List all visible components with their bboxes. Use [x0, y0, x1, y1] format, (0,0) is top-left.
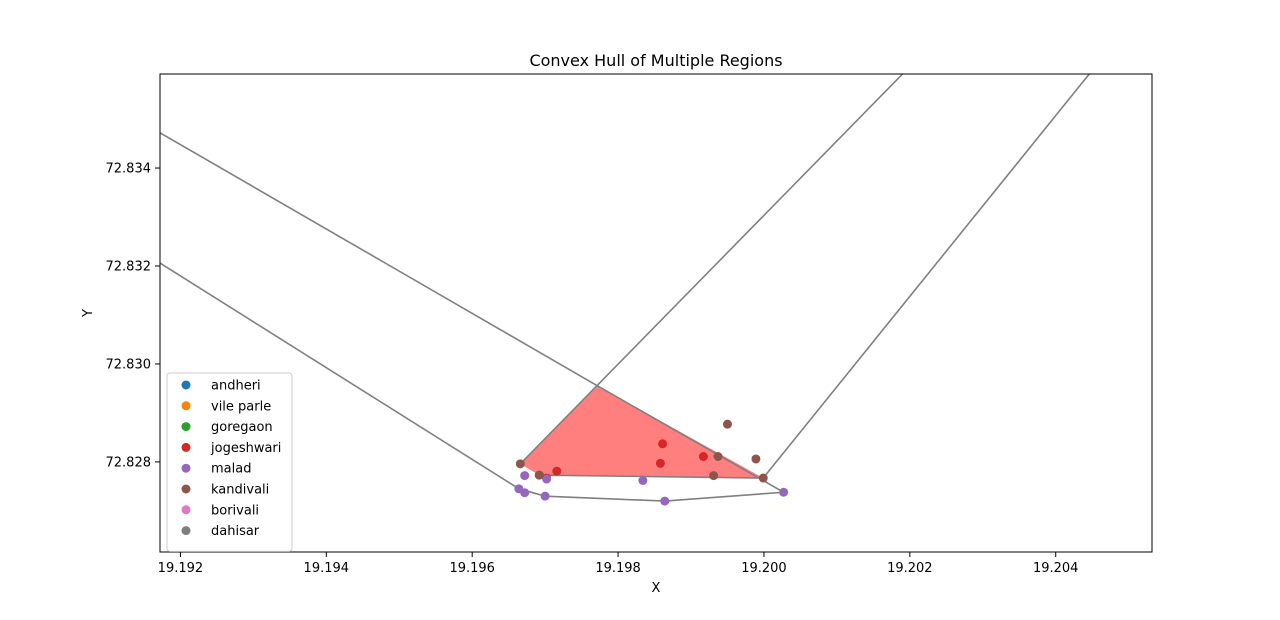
scatter-point-kandivali [534, 470, 544, 480]
y-axis-ticks: 72.828 72.830 72.832 72.834 [106, 162, 160, 470]
points-layer [514, 419, 789, 506]
hull-edge-line [597, 385, 785, 493]
scatter-point-kandivali [758, 473, 768, 483]
legend-entry-label: jogeshwari [210, 441, 281, 456]
y-tick-label: 72.830 [106, 357, 152, 372]
hull-edge-line [160, 262, 520, 490]
hull-edge-line [539, 474, 764, 479]
y-tick-label: 72.834 [106, 162, 152, 177]
legend-marker [181, 442, 191, 452]
scatter-point-jogeshwari [698, 451, 708, 461]
legend-entry-label: borivali [211, 503, 259, 518]
scatter-point-malad [540, 491, 550, 501]
y-tick-label: 72.828 [106, 455, 152, 470]
legend-entry-label: kandivali [211, 483, 269, 498]
legend-marker [181, 463, 191, 473]
legend-entry-label: andheri [211, 379, 261, 394]
scatter-point-jogeshwari [552, 466, 562, 476]
scatter-point-malad [638, 475, 648, 485]
x-axis-ticks: 19.192 19.194 19.196 19.198 19.200 19.202 19.2… [158, 552, 1079, 576]
legend-entry-label: malad [211, 462, 251, 477]
legend-entry-label: dahisar [211, 524, 260, 539]
legend: andheri vile parle goregaon jogeshwari malad… [166, 372, 293, 552]
scatter-point-malad [660, 496, 670, 506]
x-tick-label: 19.204 [1033, 561, 1079, 576]
legend-entry-label: vile parle [211, 399, 271, 414]
legend-marker [181, 505, 191, 515]
x-tick-label: 19.198 [595, 561, 641, 576]
x-axis-label: X [652, 581, 661, 596]
legend-marker [181, 401, 191, 411]
x-tick-label: 19.202 [887, 561, 933, 576]
x-tick-label: 19.192 [158, 561, 204, 576]
scatter-point-malad [542, 474, 552, 484]
y-axis-label: Y [81, 309, 96, 318]
hull-edge-line [762, 74, 1090, 479]
scatter-point-kandivali [722, 419, 732, 429]
scatter-point-kandivali [515, 459, 525, 469]
x-tick-label: 19.194 [304, 561, 350, 576]
legend-box [166, 372, 293, 552]
scatter-point-kandivali [751, 454, 761, 464]
plot-frame [159, 73, 1153, 553]
scatter-point-jogeshwari [655, 458, 665, 468]
hull-edge-line [160, 132, 599, 387]
scatter-point-jogeshwari [658, 439, 668, 449]
scatter-point-malad [520, 488, 530, 498]
y-tick-label: 72.832 [106, 259, 152, 274]
x-tick-label: 19.200 [741, 561, 787, 576]
scatter-point-kandivali [713, 451, 723, 461]
scatter-point-malad [520, 471, 530, 481]
hull-edge-line [518, 488, 784, 502]
hull-line-layer [160, 74, 1090, 502]
chart-title: Convex Hull of Multiple Regions [529, 51, 782, 70]
scatter-point-malad [779, 487, 789, 497]
legend-marker [181, 526, 191, 536]
scatter-point-kandivali [709, 471, 719, 481]
hull-edge-line [519, 74, 904, 465]
legend-marker [181, 484, 191, 494]
legend-marker [181, 422, 191, 432]
x-tick-label: 19.196 [449, 561, 495, 576]
legend-entry-label: goregaon [211, 420, 273, 435]
legend-marker [181, 380, 191, 390]
